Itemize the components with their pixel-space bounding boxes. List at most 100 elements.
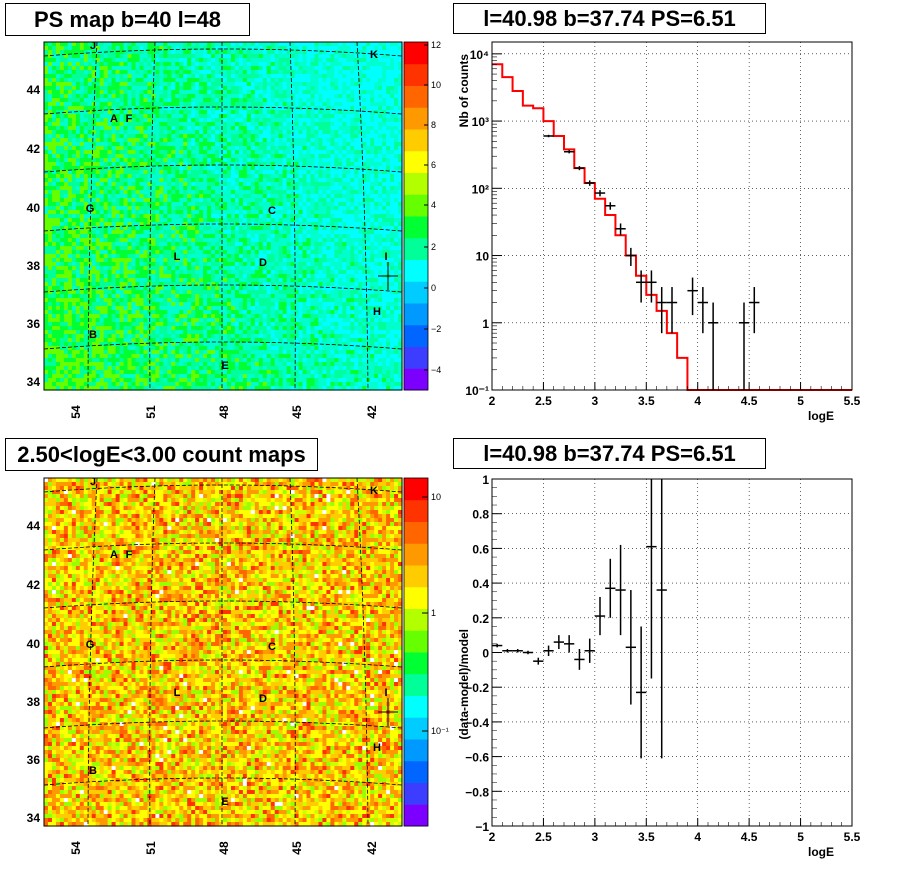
y-tick-label: −0.2 (465, 681, 489, 695)
longitude-line (289, 477, 296, 827)
map-frame (43, 41, 403, 391)
lon-tick-label: 48 (217, 841, 231, 855)
palette-swatch (404, 652, 428, 675)
palette-swatch (404, 42, 428, 65)
y-axis-label: (data-model)/model (457, 629, 471, 740)
source-label-d: D (259, 257, 267, 269)
lat-tick-label: 44 (27, 83, 41, 97)
palette-swatch (404, 499, 428, 522)
source-label-l: L (174, 251, 181, 263)
data-point (564, 150, 575, 154)
y-tick-label: −1 (475, 820, 489, 834)
data-point (666, 287, 678, 334)
data-point (625, 247, 636, 266)
map-cells (44, 478, 403, 827)
source-label-k: K (370, 49, 378, 61)
y-tick-label: −0.6 (465, 751, 489, 765)
source-label-i: I (384, 687, 387, 699)
y-tick-label: 0 (482, 647, 489, 661)
source-label-a: A (110, 113, 118, 125)
palette-swatch (404, 760, 428, 783)
source-label-g: G (86, 639, 95, 651)
palette-tick-label: 4 (431, 200, 436, 210)
ps-map-title: PS map b=40 l=48 (5, 3, 250, 36)
lon-tick-label: 54 (69, 841, 83, 855)
lon-tick-label: 48 (217, 405, 231, 419)
lon-tick-label: 51 (144, 405, 158, 419)
palette-swatch (404, 804, 428, 827)
source-label-c: C (268, 205, 276, 217)
model-curve (492, 63, 852, 391)
residual-point (492, 643, 503, 648)
lon-tick-label: 45 (290, 841, 304, 855)
longitude-line (87, 41, 98, 391)
y-tick-label: 10 (476, 250, 490, 264)
lon-tick-label: 54 (69, 405, 83, 419)
palette-swatch (404, 608, 428, 631)
longitude-line (289, 41, 296, 391)
palette-swatch (404, 150, 428, 173)
y-axis-label: Nb of counts (457, 54, 471, 128)
y-tick-label: 10³ (472, 115, 489, 129)
longitude-line (356, 41, 369, 391)
palette-swatch (404, 630, 428, 653)
palette-tick-label: 2 (431, 242, 436, 252)
x-tick-label: 5.5 (844, 394, 861, 408)
palette-swatch (404, 129, 428, 152)
residual-point (636, 626, 647, 759)
palette-tick-label: 1 (431, 608, 436, 618)
source-label-l: L (174, 687, 181, 699)
source-label-g: G (86, 203, 95, 215)
source-label-h: H (373, 306, 381, 318)
palette-swatch (404, 586, 428, 609)
longitude-line (87, 477, 98, 827)
data-point (738, 302, 750, 390)
x-axis-label: logE (808, 409, 834, 423)
palette-tick-label: 0 (431, 283, 436, 293)
residual-point (512, 649, 523, 653)
residual-point (584, 638, 595, 663)
spectrum-title: l=40.98 b=37.74 PS=6.51 (453, 3, 766, 34)
source-label-j: J (90, 40, 96, 52)
palette-frame (403, 41, 429, 391)
residual-grid (492, 479, 852, 826)
map-frame (43, 477, 403, 827)
source-label-a: A (110, 549, 118, 561)
lat-tick-label: 40 (27, 201, 41, 215)
y-tick-label: −0.8 (465, 785, 489, 799)
x-tick-label: 4.5 (741, 394, 758, 408)
data-point (687, 277, 698, 316)
x-tick-label: 2 (489, 830, 496, 844)
palette-swatch (404, 281, 428, 304)
y-tick-label: 1 (482, 317, 489, 331)
residual-point (564, 635, 575, 653)
count-map-title: 2.50<logE<3.00 count maps (5, 438, 318, 471)
palette-swatch (404, 673, 428, 696)
palette-swatch (404, 194, 428, 217)
residual-point (574, 649, 585, 670)
lat-tick-label: 40 (27, 637, 41, 651)
source-label-j: J (90, 476, 96, 488)
data-point (697, 287, 708, 334)
x-axis-label: logE (808, 845, 834, 859)
palette-tick-label: −4 (431, 365, 441, 375)
palette-swatch (404, 521, 428, 544)
residual-point (543, 645, 554, 656)
lat-tick-label: 42 (27, 578, 41, 592)
lat-tick-label: 36 (27, 317, 41, 331)
palette-swatch (404, 368, 428, 391)
residual-point (533, 657, 544, 665)
residual-point (615, 544, 626, 636)
data-point (749, 287, 760, 334)
lon-tick-label: 42 (365, 841, 379, 855)
residual-point (605, 558, 616, 618)
spectrum-grid (492, 42, 852, 390)
y-tick-label: 1 (482, 473, 489, 487)
data-point (615, 223, 626, 236)
y-tick-label: 10² (472, 182, 489, 196)
x-tick-label: 4 (694, 394, 701, 408)
residual-point (502, 649, 513, 653)
x-tick-label: 3.5 (638, 394, 655, 408)
